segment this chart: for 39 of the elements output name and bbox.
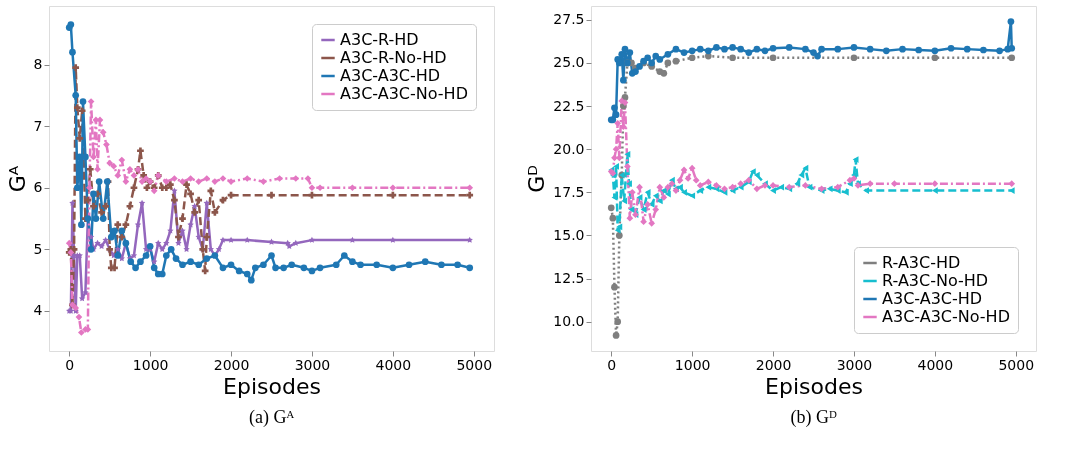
x-tick-label: 3000 <box>836 356 873 373</box>
y-tick-label: 25.0 <box>553 54 585 71</box>
x-tick-label: 5000 <box>998 356 1035 373</box>
y-tick-label: 5 <box>33 240 43 257</box>
text: (a) Gᴬ <box>248 407 295 428</box>
text: (b) Gᴰ <box>790 407 837 428</box>
y-tick-label: 10.0 <box>553 313 585 330</box>
x-tick-label: 0 <box>607 356 617 373</box>
y-tick-label: 27.5 <box>553 11 585 28</box>
y-axis-title: Gᴰ <box>524 165 550 193</box>
x-tick-label: 5000 <box>456 356 493 373</box>
y-tick-label: 7 <box>33 117 43 134</box>
legend-label: R-A3C-No-HD <box>882 271 989 290</box>
y-tick-label: 20.0 <box>553 140 585 157</box>
x-tick-label: 4000 <box>375 356 412 373</box>
x-tick-label: 3000 <box>294 356 331 373</box>
x-axis-title: Episodes <box>765 373 863 399</box>
x-tick-label: 2000 <box>755 356 792 373</box>
y-axis-title: Gᴬ <box>4 165 30 193</box>
legend-label: R-A3C-HD <box>882 253 961 272</box>
x-tick-label: 1000 <box>132 356 169 373</box>
legend-label: A3C-A3C-No-HD <box>882 307 1010 326</box>
y-tick-label: 4 <box>33 302 43 319</box>
y-tick-label: 8 <box>33 56 43 73</box>
legend-label: A3C-A3C-No-HD <box>340 84 468 103</box>
y-tick-label: 17.5 <box>553 183 585 200</box>
y-tick-label: 22.5 <box>553 97 585 114</box>
legend-label: A3C-A3C-HD <box>340 66 441 85</box>
x-tick-label: 4000 <box>917 356 954 373</box>
y-tick-label: 12.5 <box>553 270 585 287</box>
x-tick-label: 2000 <box>213 356 250 373</box>
x-tick-label: 0 <box>65 356 75 373</box>
legend-label: A3C-R-HD <box>340 30 419 49</box>
x-axis-title: Episodes <box>223 373 321 399</box>
legend-label: A3C-R-No-HD <box>340 48 447 67</box>
y-tick-label: 6 <box>33 179 43 196</box>
x-tick-label: 1000 <box>674 356 711 373</box>
legend-label: A3C-A3C-HD <box>882 289 983 308</box>
y-tick-label: 15.0 <box>553 226 585 243</box>
